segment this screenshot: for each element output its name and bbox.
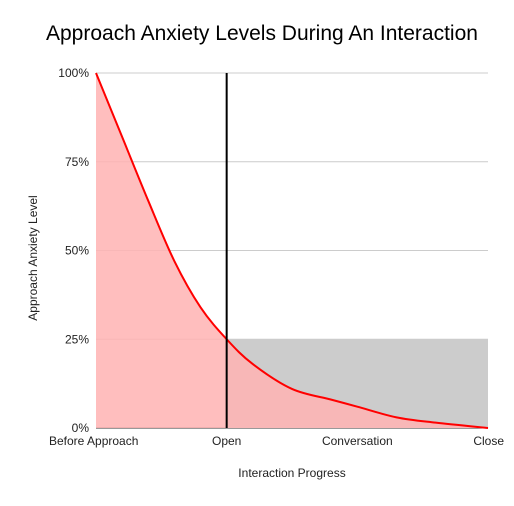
x-tick-label: Conversation — [322, 434, 393, 448]
y-tick-label: 75% — [65, 155, 89, 169]
chart-title: Approach Anxiety Levels During An Intera… — [46, 22, 478, 45]
series-area — [96, 73, 488, 428]
y-tick-label: 100% — [58, 66, 89, 80]
x-tick-label: Open — [212, 434, 241, 448]
x-tick-labels: Before Approach Open Conversation Close — [49, 434, 504, 448]
x-tick-label: Before Approach — [49, 434, 138, 448]
x-tick-label: Close — [473, 434, 504, 448]
series-lines — [95, 72, 489, 429]
series-areas — [96, 73, 488, 428]
series-line — [95, 72, 489, 429]
x-axis-title: Interaction Progress — [238, 466, 346, 480]
y-tick-labels: 0% 25% 50% 75% 100% — [58, 66, 89, 435]
y-tick-label: 0% — [72, 421, 90, 435]
y-tick-label: 50% — [65, 244, 89, 258]
y-tick-label: 25% — [65, 332, 89, 346]
